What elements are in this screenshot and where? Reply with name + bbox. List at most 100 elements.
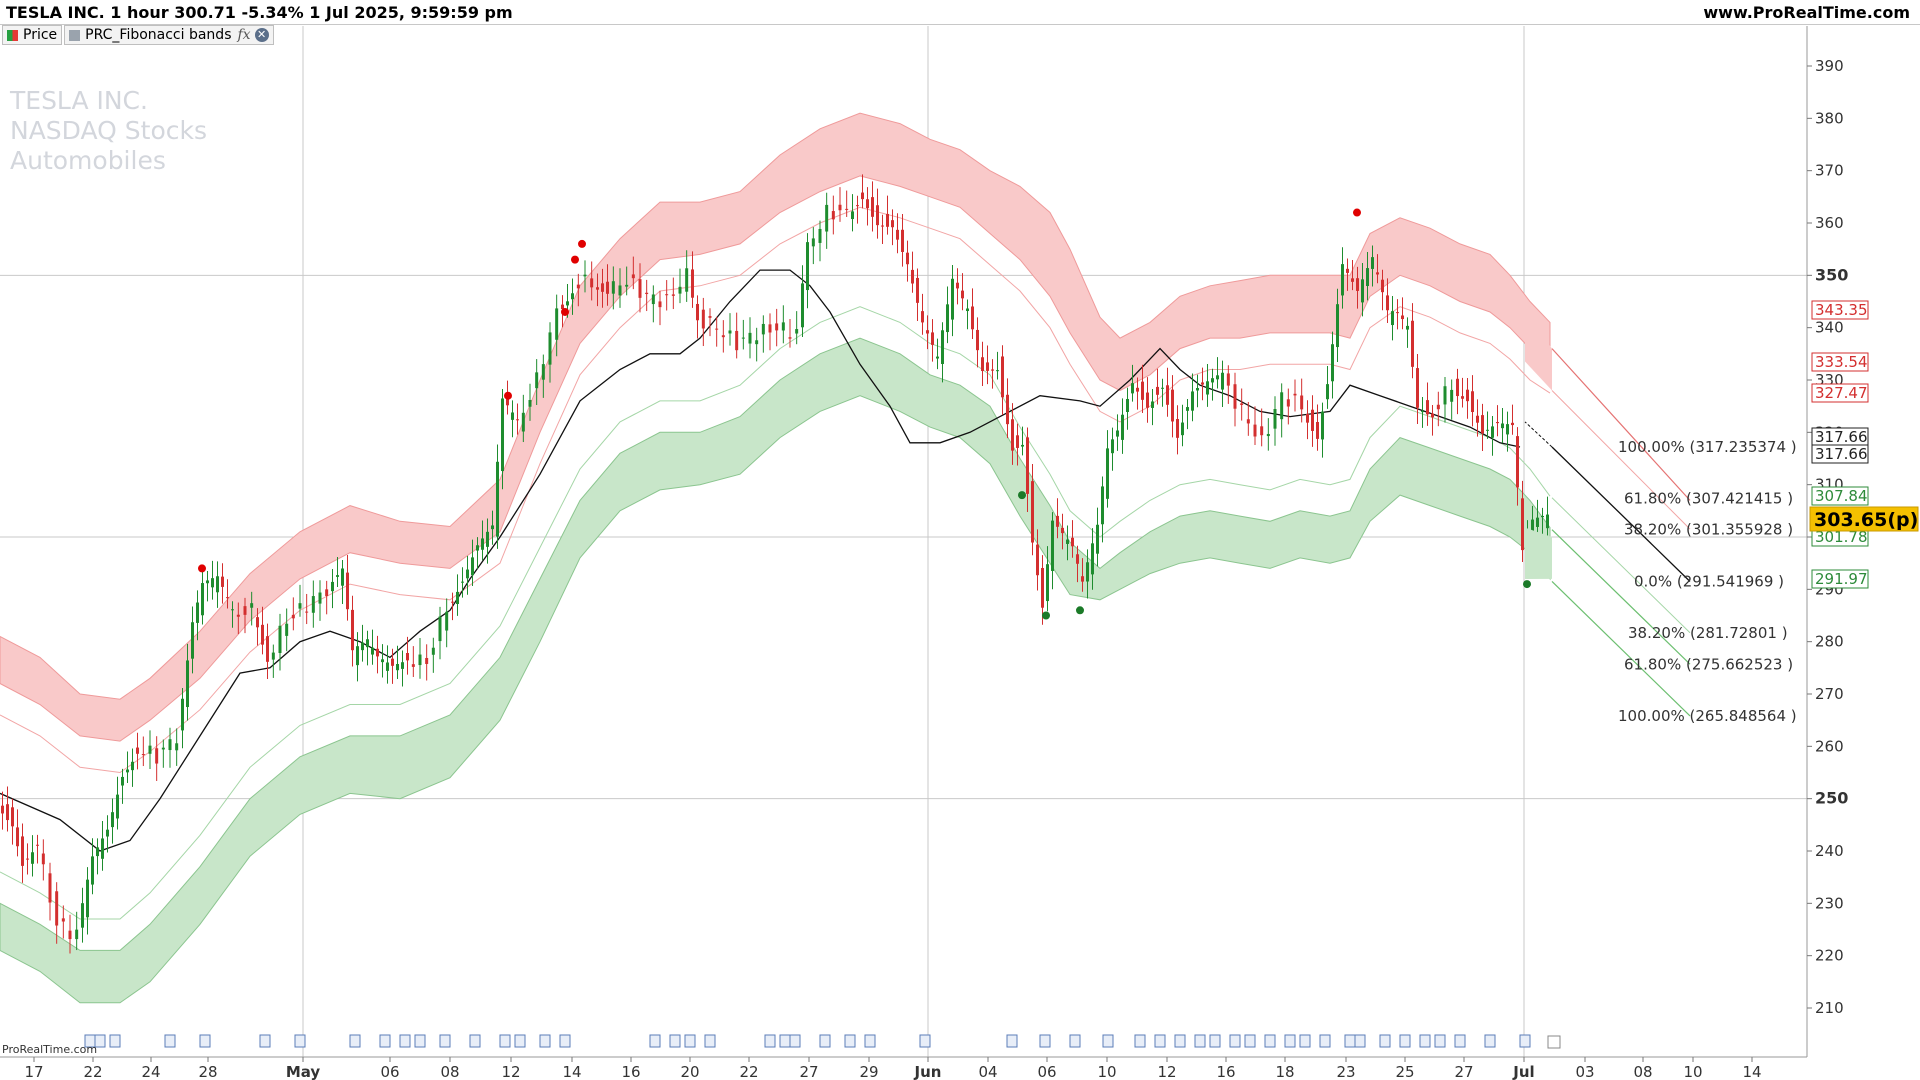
price-candle	[221, 576, 224, 587]
price-candle	[516, 419, 519, 421]
news-event-icon	[844, 1034, 856, 1048]
news-event-icon	[669, 1034, 681, 1048]
footer-credit: ProRealTime.com	[2, 1043, 98, 1056]
y-tick-label: 210	[1815, 999, 1844, 1017]
price-candle	[1526, 534, 1529, 551]
price-candle	[926, 330, 929, 334]
price-candle	[1341, 264, 1344, 296]
price-candle	[1151, 401, 1154, 408]
price-candle	[206, 580, 209, 584]
x-tick-label: 03	[1575, 1063, 1594, 1080]
news-event-icon	[684, 1034, 696, 1048]
x-tick-label: 16	[1216, 1063, 1235, 1080]
price-candle	[901, 229, 904, 252]
x-tick-label: 29	[859, 1063, 878, 1080]
lower-band-extension	[1525, 527, 1552, 580]
price-candle	[1001, 356, 1004, 398]
indicator-value-label: 327.47	[1815, 384, 1868, 402]
y-tick-label: 340	[1815, 319, 1844, 337]
price-candle	[1061, 527, 1064, 534]
price-candle	[386, 662, 389, 671]
price-candle	[231, 609, 234, 611]
price-candle	[1181, 422, 1184, 436]
x-tick-label: 28	[198, 1063, 217, 1080]
price-candle	[1216, 375, 1219, 380]
news-event-icon	[439, 1034, 451, 1048]
price-candle	[471, 557, 474, 575]
news-event-icon	[109, 1034, 121, 1048]
price-candle	[571, 293, 574, 300]
price-candle	[1226, 373, 1230, 386]
lower-projection-line	[1551, 529, 1691, 665]
price-candle	[1116, 430, 1119, 437]
price-candle	[186, 660, 189, 708]
sell-signal-dot	[561, 307, 569, 316]
news-event-icon	[469, 1034, 481, 1048]
price-candle	[658, 301, 662, 308]
price-candle	[715, 328, 719, 330]
news-event-icon	[819, 1034, 831, 1048]
price-candle	[701, 309, 705, 329]
legend-price[interactable]: Price	[2, 25, 63, 45]
news-event-icon	[789, 1034, 801, 1048]
price-candle	[1321, 411, 1324, 440]
fib-level-label: 100.00% (265.848564 )	[1618, 707, 1797, 725]
price-candle	[1371, 257, 1374, 269]
close-icon[interactable]: ✕	[254, 28, 269, 42]
price-candle	[55, 891, 59, 926]
price-candle	[425, 657, 429, 664]
price-candle	[1476, 415, 1479, 423]
price-candle	[1273, 409, 1277, 429]
price-candle	[625, 284, 629, 287]
price-candle	[101, 838, 104, 859]
price-candle	[168, 739, 172, 751]
news-event-icon	[779, 1034, 791, 1048]
lower-fib-band	[0, 337, 1551, 1004]
formula-icon[interactable]: fx	[237, 27, 251, 43]
price-candle	[1246, 419, 1250, 424]
price-candle	[1386, 295, 1389, 311]
news-event-icon	[649, 1034, 661, 1048]
price-candle	[1091, 543, 1094, 575]
indicator-value-label: 307.84	[1815, 487, 1868, 505]
price-candle	[341, 568, 344, 586]
price-candle	[775, 323, 779, 331]
price-candle	[1461, 396, 1464, 399]
news-event-icon	[259, 1034, 271, 1048]
x-tick-label: 22	[739, 1063, 758, 1080]
price-candle	[528, 399, 532, 407]
price-candle	[728, 330, 732, 334]
price-candle	[911, 269, 914, 284]
price-candle	[1426, 400, 1429, 415]
price-candle	[1191, 391, 1194, 411]
news-event-icon	[1299, 1034, 1311, 1048]
price-candle	[48, 873, 52, 903]
price-candle	[411, 664, 415, 667]
price-candle	[1166, 385, 1169, 405]
price-candle	[11, 807, 14, 827]
news-event-icon	[514, 1034, 526, 1048]
price-candle	[16, 827, 19, 847]
indicator-value-label: 333.54	[1815, 353, 1868, 371]
fib-level-label: 61.80% (307.421415 )	[1624, 489, 1793, 507]
price-candle	[618, 285, 622, 296]
fib-level-label: 38.20% (301.355928 )	[1624, 521, 1793, 539]
price-candle	[861, 192, 864, 200]
news-event-icon	[1244, 1034, 1256, 1048]
price-candle	[1471, 391, 1474, 413]
news-event-icon	[764, 1034, 776, 1048]
price-candle	[811, 238, 815, 247]
x-tick-label: Jul	[1512, 1063, 1534, 1080]
news-event-icon	[1484, 1034, 1496, 1048]
price-candle	[651, 294, 655, 305]
price-candle	[6, 804, 9, 821]
news-event-icon	[399, 1034, 411, 1048]
upper-projection-inner	[1551, 390, 1691, 530]
price-candle	[535, 372, 539, 389]
legend-fibonacci-bands[interactable]: PRC_Fibonacci bands fx ✕	[64, 25, 274, 45]
info-event-icon	[1547, 1035, 1561, 1049]
price-candle	[1486, 429, 1489, 431]
site-link[interactable]: www.ProRealTime.com	[1703, 3, 1910, 22]
price-candle	[801, 283, 804, 328]
